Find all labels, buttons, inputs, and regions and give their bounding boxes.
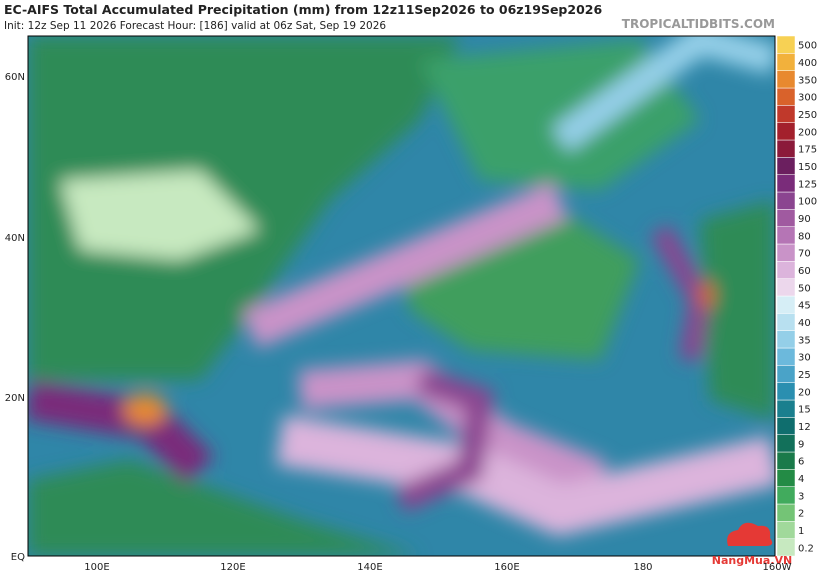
colorbar: 0.21234691215202530354045506070809010012…	[776, 35, 817, 557]
colorbar-label: 300	[798, 93, 817, 104]
colorbar-label: 60	[798, 266, 811, 277]
colorbar-label: 4	[798, 474, 804, 485]
map-frame	[27, 35, 776, 557]
colorbar-cell	[776, 278, 796, 297]
colorbar-label: 350	[798, 75, 817, 86]
colorbar-label: 125	[798, 179, 817, 190]
colorbar-label: 50	[798, 283, 811, 294]
colorbar-cell	[776, 174, 796, 193]
colorbar-cell	[776, 521, 796, 539]
lon-label: 160E	[494, 562, 519, 573]
title: EC-AIFS Total Accumulated Precipitation …	[4, 2, 602, 17]
colorbar-label: 45	[798, 301, 811, 312]
colorbar-label: 35	[798, 335, 811, 346]
colorbar-label: 25	[798, 370, 811, 381]
colorbar-cell	[776, 399, 796, 418]
colorbar-cell	[776, 35, 796, 54]
colorbar-label: 2	[798, 509, 804, 520]
colorbar-cell	[776, 122, 796, 141]
colorbar-label: 500	[798, 41, 817, 52]
colorbar-cell	[776, 70, 796, 89]
colorbar-label: 40	[798, 318, 811, 329]
colorbar-cell	[776, 243, 796, 262]
colorbar-label: 0.2	[798, 543, 814, 554]
colorbar-cell	[776, 226, 796, 245]
colorbar-cell	[776, 105, 796, 123]
lon-label: 180	[633, 562, 652, 573]
colorbar-label: 3	[798, 491, 804, 502]
colorbar-label: 9	[798, 439, 804, 450]
lat-label: 20N	[5, 393, 25, 404]
colorbar-label: 90	[798, 214, 811, 225]
colorbar-cell	[776, 157, 796, 175]
colorbar-label: 400	[798, 58, 817, 69]
lat-label: EQ	[11, 552, 25, 563]
colorbar-label: 100	[798, 197, 817, 208]
colorbar-cell	[776, 295, 796, 314]
lat-label: 60N	[5, 72, 25, 83]
lon-label: 160W	[763, 562, 792, 573]
lon-label: 100E	[84, 562, 109, 573]
colorbar-cell	[776, 330, 796, 349]
colorbar-cell	[776, 382, 796, 401]
colorbar-cell	[776, 139, 796, 158]
map	[28, 36, 775, 556]
colorbar-label: 12	[798, 422, 811, 433]
colorbar-cell	[776, 347, 796, 366]
watermark-text: NangMua.VN	[712, 554, 792, 567]
colorbar-cell	[776, 209, 796, 227]
colorbar-cell	[776, 313, 796, 331]
colorbar-cell	[776, 87, 796, 106]
colorbar-label: 6	[798, 457, 804, 468]
colorbar-label: 150	[798, 162, 817, 173]
colorbar-label: 30	[798, 353, 811, 364]
lat-label: 40N	[5, 233, 25, 244]
colorbar-cell	[776, 365, 796, 383]
colorbar-cell	[776, 469, 796, 487]
colorbar-label: 250	[798, 110, 817, 121]
colorbar-label: 175	[798, 145, 817, 156]
colorbar-cell	[776, 434, 796, 453]
colorbar-cell	[776, 261, 796, 279]
lon-label: 120E	[220, 562, 245, 573]
colorbar-label: 20	[798, 387, 811, 398]
lon-label: 140E	[357, 562, 382, 573]
colorbar-label: 200	[798, 127, 817, 138]
colorbar-label: 15	[798, 405, 811, 416]
colorbar-cell	[776, 191, 796, 210]
colorbar-label: 70	[798, 249, 811, 260]
colorbar-cell	[776, 451, 796, 470]
colorbar-label: 1	[798, 526, 804, 537]
watermark: NangMua.VN	[712, 522, 792, 567]
colorbar-cell	[776, 417, 796, 435]
colorbar-label: 80	[798, 231, 811, 242]
colorbar-cell	[776, 486, 796, 505]
colorbar-cell	[776, 503, 796, 522]
site-name: TROPICALTIDBITS.COM	[622, 17, 775, 31]
colorbar-cell	[776, 53, 796, 71]
subtitle: Init: 12z Sep 11 2026 Forecast Hour: [18…	[4, 20, 386, 32]
